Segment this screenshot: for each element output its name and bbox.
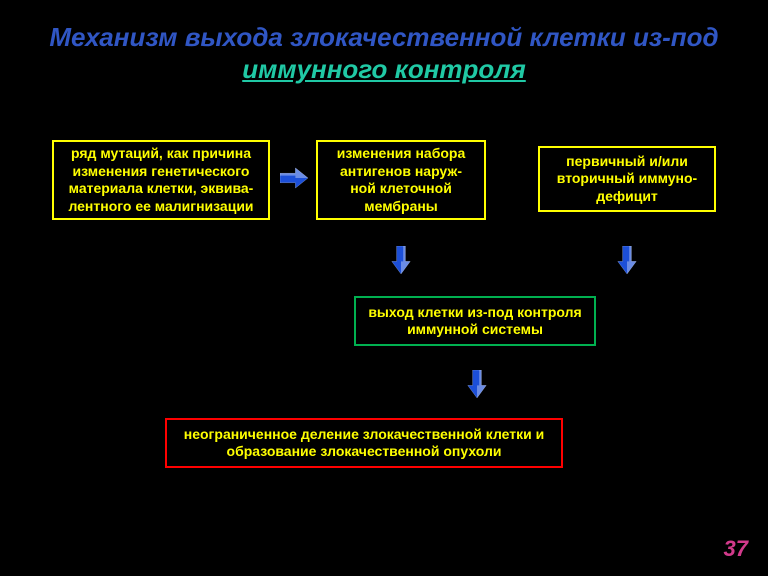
arrow-immunodeficiency-down <box>616 246 638 274</box>
page-number: 37 <box>724 536 748 562</box>
arrow-mutations-to-antigens <box>280 166 308 190</box>
box-proliferation: неограниченное деление злокачественной к… <box>165 418 563 468</box>
box-escape: выход клетки из-под контроля иммунной си… <box>354 296 596 346</box>
page-title-line1: Механизм выхода злокачественной клетки и… <box>0 22 768 53</box>
box-antigens: изменения набора антигенов наруж- ной кл… <box>316 140 486 220</box>
box-mutations: ряд мутаций, как причина изменения генет… <box>52 140 270 220</box>
arrow-antigens-down <box>390 246 412 274</box>
page-title-line2: иммунного контроля <box>0 54 768 85</box>
arrow-escape-down <box>466 370 488 398</box>
box-immunodeficiency: первичный и/или вторичный иммуно- дефици… <box>538 146 716 212</box>
